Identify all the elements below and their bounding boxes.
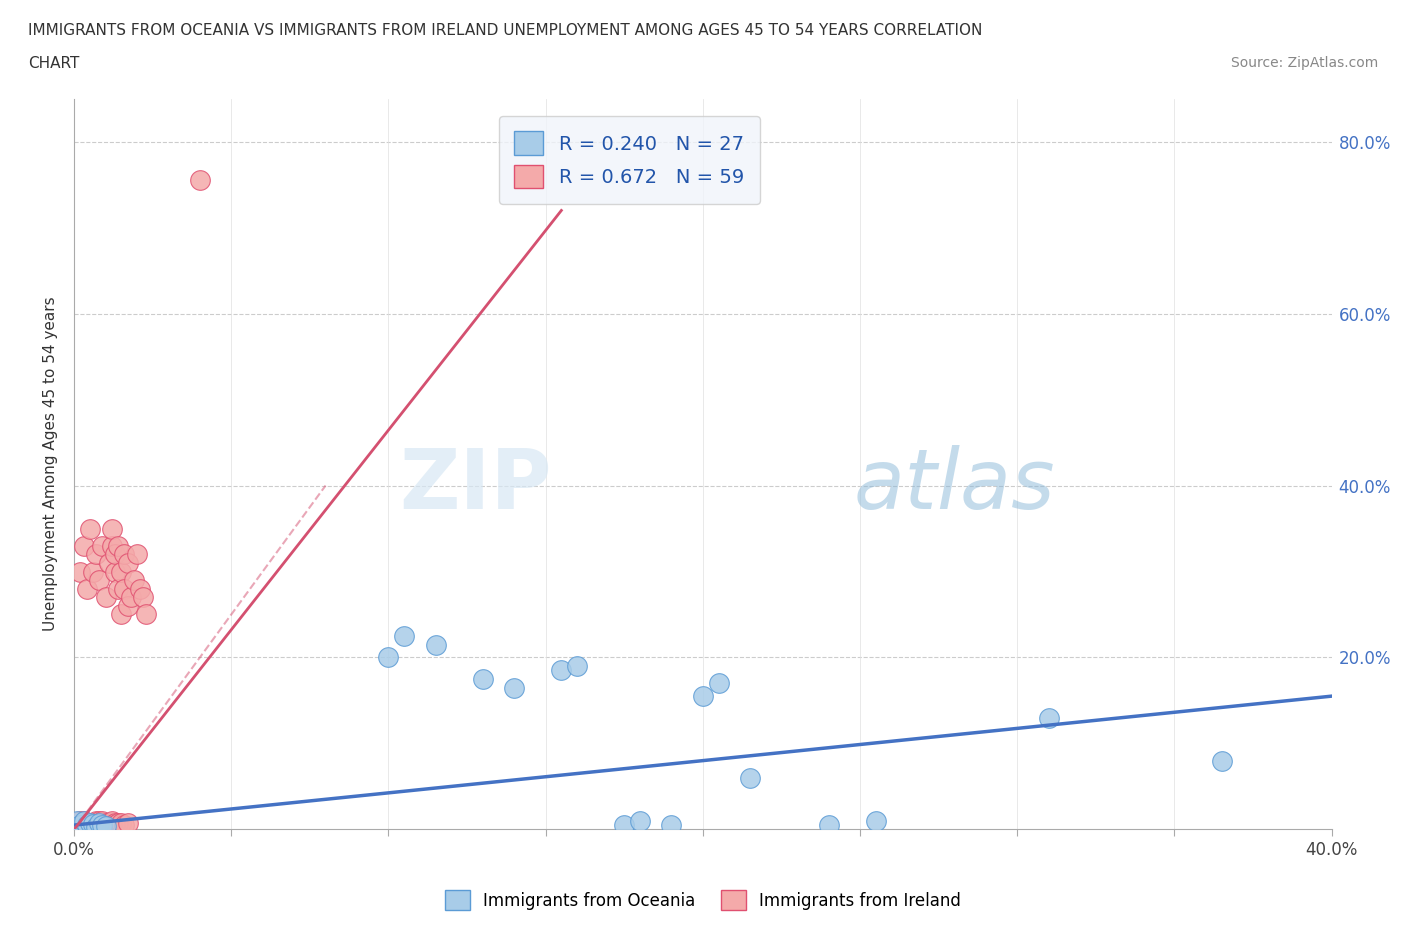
Point [471, 671, 494, 686]
Point [94, 818, 117, 833]
Point [69, 817, 91, 832]
Point [101, 521, 124, 536]
Point [72, 817, 94, 832]
Point [72, 814, 94, 829]
Point [84, 819, 107, 834]
Point [112, 581, 135, 596]
Point [117, 815, 139, 830]
Point [82, 815, 104, 830]
Point [94, 815, 117, 830]
Point [91, 817, 114, 832]
Point [84, 814, 107, 829]
Point [84, 547, 107, 562]
Point [110, 815, 132, 830]
Point [377, 650, 399, 665]
Text: IMMIGRANTS FROM OCEANIA VS IMMIGRANTS FROM IRELAND UNEMPLOYMENT AMONG AGES 45 TO: IMMIGRANTS FROM OCEANIA VS IMMIGRANTS FR… [28, 23, 983, 38]
Point [89, 816, 111, 830]
Point [97, 817, 120, 832]
Point [661, 817, 683, 832]
Text: Source: ZipAtlas.com: Source: ZipAtlas.com [1230, 56, 1378, 70]
Point [550, 663, 572, 678]
Point [865, 814, 887, 829]
Point [125, 547, 148, 562]
Point [817, 817, 839, 832]
Point [76, 815, 98, 830]
Point [104, 547, 127, 562]
Point [69, 817, 91, 832]
Point [107, 581, 129, 596]
Legend: Immigrants from Oceania, Immigrants from Ireland: Immigrants from Oceania, Immigrants from… [439, 884, 967, 917]
Point [1211, 753, 1233, 768]
Point [101, 817, 124, 832]
Point [120, 590, 142, 604]
Point [112, 817, 135, 832]
Point [738, 770, 761, 785]
Point [110, 817, 132, 832]
Point [110, 607, 132, 622]
Point [188, 173, 211, 188]
Point [110, 565, 132, 579]
Point [122, 573, 145, 588]
Point [112, 547, 135, 562]
Point [132, 590, 155, 604]
Point [107, 538, 129, 553]
Point [79, 521, 101, 536]
Point [91, 817, 114, 832]
Text: ZIP: ZIP [399, 445, 553, 526]
Point [503, 680, 526, 695]
Point [613, 817, 636, 832]
Point [82, 565, 104, 579]
Point [565, 658, 588, 673]
Point [104, 565, 127, 579]
Point [628, 814, 651, 829]
Point [707, 676, 730, 691]
Point [104, 817, 127, 832]
Point [117, 555, 139, 570]
Point [72, 814, 94, 829]
Point [97, 555, 120, 570]
Point [104, 815, 127, 830]
Point [89, 573, 111, 588]
Point [425, 637, 447, 652]
Point [94, 817, 117, 832]
Text: CHART: CHART [28, 56, 80, 71]
Point [79, 817, 101, 832]
Point [82, 817, 104, 831]
Point [101, 814, 124, 829]
Point [1038, 711, 1060, 725]
Point [129, 581, 152, 596]
Point [69, 565, 91, 579]
Point [135, 607, 157, 622]
Legend: R = 0.240   N = 27, R = 0.672   N = 59: R = 0.240 N = 27, R = 0.672 N = 59 [499, 115, 759, 204]
Point [82, 817, 104, 832]
Point [97, 815, 120, 830]
Point [76, 817, 98, 832]
Point [66, 814, 89, 829]
Point [76, 817, 98, 832]
Point [91, 814, 114, 829]
Point [94, 590, 117, 604]
Point [84, 817, 107, 832]
Point [79, 815, 101, 830]
Text: atlas: atlas [853, 445, 1056, 526]
Point [101, 538, 124, 553]
Point [107, 815, 129, 830]
Point [76, 581, 98, 596]
Point [89, 817, 111, 832]
Y-axis label: Unemployment Among Ages 45 to 54 years: Unemployment Among Ages 45 to 54 years [44, 297, 58, 631]
Point [392, 629, 415, 644]
Point [117, 598, 139, 613]
Point [91, 538, 114, 553]
Point [69, 814, 91, 829]
Point [66, 817, 89, 832]
Point [89, 814, 111, 829]
Point [692, 689, 714, 704]
Point [79, 816, 101, 830]
Point [72, 538, 94, 553]
